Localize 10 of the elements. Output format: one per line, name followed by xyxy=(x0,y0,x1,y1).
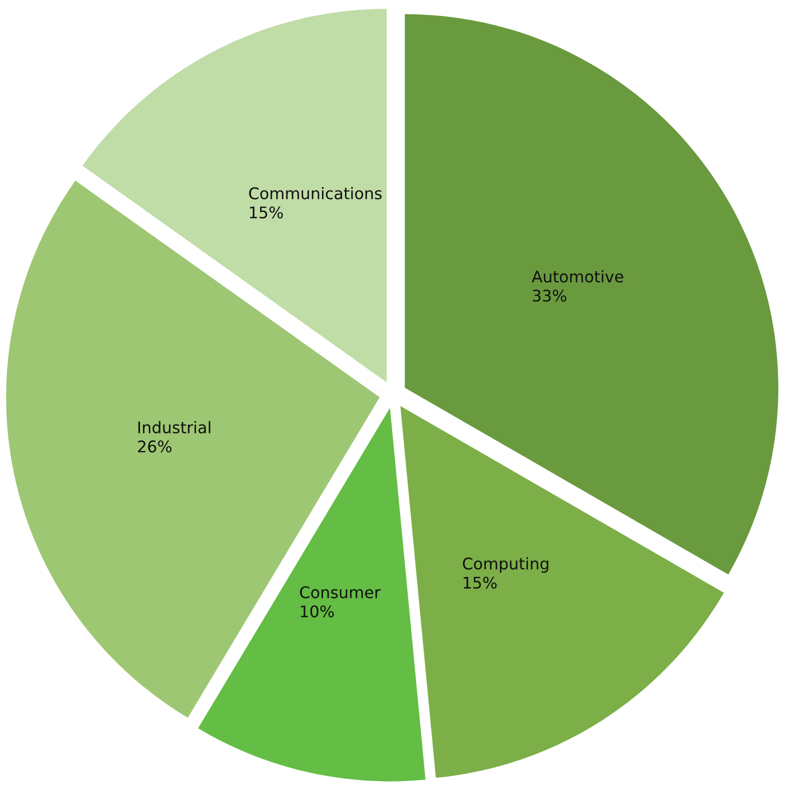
data-label: 26% xyxy=(138,440,172,453)
data-label: 10% xyxy=(300,605,334,618)
slice-label: Communications xyxy=(249,187,382,200)
slice-label: Industrial xyxy=(138,421,210,434)
data-label: 15% xyxy=(250,206,283,218)
slice-label: Computing xyxy=(462,557,548,573)
slice-label: Automotive xyxy=(532,270,624,283)
data-label: 15% xyxy=(464,576,497,589)
slice-label: Consumer xyxy=(300,586,381,598)
data-label: 33% xyxy=(532,290,566,302)
